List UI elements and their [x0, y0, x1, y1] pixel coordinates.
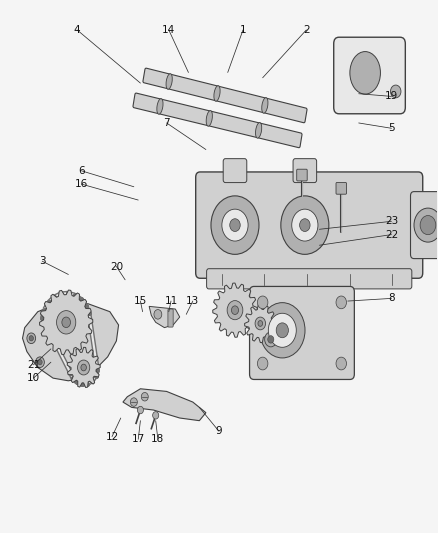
Text: 2: 2	[303, 25, 310, 35]
Circle shape	[131, 398, 138, 406]
Circle shape	[38, 360, 42, 365]
Circle shape	[154, 310, 162, 319]
FancyBboxPatch shape	[196, 172, 423, 278]
Circle shape	[258, 296, 268, 309]
Text: 1: 1	[240, 25, 246, 35]
FancyBboxPatch shape	[133, 93, 302, 148]
Polygon shape	[213, 283, 257, 337]
Circle shape	[62, 317, 71, 328]
FancyBboxPatch shape	[223, 159, 247, 183]
FancyBboxPatch shape	[143, 68, 307, 123]
Text: 6: 6	[78, 166, 85, 176]
Text: 20: 20	[110, 262, 123, 271]
Circle shape	[260, 303, 305, 358]
Circle shape	[138, 406, 144, 414]
Circle shape	[391, 85, 401, 98]
FancyBboxPatch shape	[334, 37, 405, 114]
Polygon shape	[149, 306, 180, 328]
Circle shape	[222, 209, 248, 241]
Ellipse shape	[255, 123, 262, 138]
Text: 14: 14	[162, 25, 175, 35]
Ellipse shape	[206, 111, 212, 126]
Text: 9: 9	[215, 426, 223, 437]
Text: 12: 12	[106, 432, 119, 442]
Circle shape	[420, 215, 436, 235]
FancyBboxPatch shape	[207, 269, 412, 289]
Circle shape	[29, 336, 33, 341]
Text: 16: 16	[75, 179, 88, 189]
Circle shape	[141, 392, 148, 401]
Circle shape	[276, 323, 288, 338]
Text: 5: 5	[388, 123, 395, 133]
Circle shape	[35, 357, 44, 368]
Circle shape	[230, 219, 240, 231]
Text: 4: 4	[74, 25, 81, 35]
Circle shape	[57, 311, 76, 334]
Circle shape	[81, 364, 86, 371]
Circle shape	[258, 320, 263, 326]
Circle shape	[292, 209, 318, 241]
Ellipse shape	[350, 52, 381, 94]
Text: 18: 18	[151, 434, 165, 445]
FancyBboxPatch shape	[297, 169, 307, 181]
Circle shape	[336, 296, 346, 309]
Ellipse shape	[214, 86, 220, 101]
Ellipse shape	[166, 74, 172, 89]
Text: 19: 19	[385, 91, 398, 101]
Ellipse shape	[262, 98, 268, 113]
Polygon shape	[39, 290, 93, 354]
Circle shape	[231, 306, 239, 314]
Text: 15: 15	[134, 296, 147, 306]
Circle shape	[268, 313, 296, 348]
Circle shape	[152, 411, 159, 419]
Circle shape	[78, 360, 90, 375]
Polygon shape	[67, 348, 100, 387]
Polygon shape	[244, 304, 276, 343]
FancyBboxPatch shape	[293, 159, 317, 183]
Ellipse shape	[157, 99, 163, 114]
Circle shape	[336, 357, 346, 370]
Circle shape	[258, 357, 268, 370]
FancyBboxPatch shape	[410, 192, 438, 259]
FancyBboxPatch shape	[336, 182, 346, 194]
Polygon shape	[22, 304, 119, 381]
Text: 22: 22	[385, 230, 398, 240]
Text: 8: 8	[388, 293, 395, 303]
Circle shape	[281, 196, 329, 254]
Circle shape	[27, 333, 35, 344]
Text: 13: 13	[186, 296, 199, 306]
Text: 21: 21	[27, 360, 40, 370]
FancyBboxPatch shape	[168, 309, 173, 327]
Circle shape	[300, 219, 310, 231]
Polygon shape	[123, 389, 206, 421]
Text: 23: 23	[385, 216, 398, 227]
Text: 17: 17	[131, 434, 145, 445]
FancyBboxPatch shape	[250, 286, 354, 379]
Circle shape	[414, 208, 438, 242]
Circle shape	[211, 196, 259, 254]
Text: 3: 3	[39, 256, 46, 266]
Text: 7: 7	[163, 118, 170, 128]
Circle shape	[227, 301, 243, 320]
Text: 11: 11	[164, 296, 177, 306]
Circle shape	[265, 332, 277, 347]
Circle shape	[268, 336, 274, 343]
Text: 10: 10	[27, 373, 40, 383]
Circle shape	[255, 317, 265, 330]
